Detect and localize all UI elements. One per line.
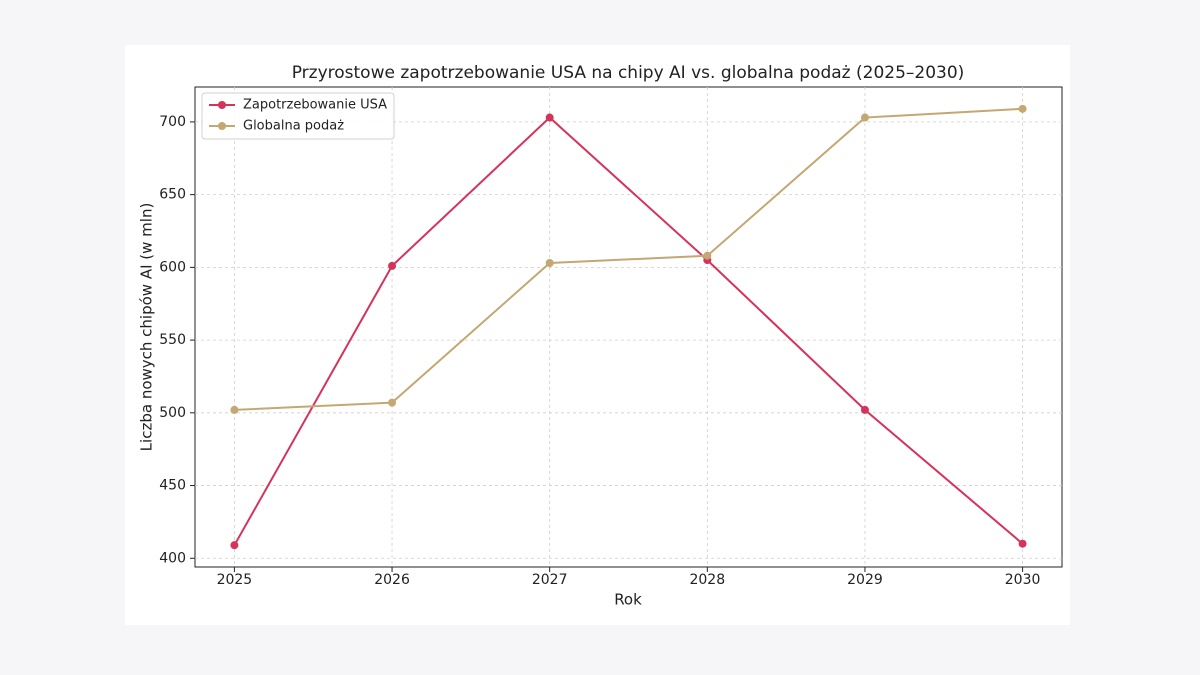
data-point — [230, 541, 239, 550]
series-line — [234, 107, 1023, 411]
y-tick-label: 450 — [159, 478, 186, 494]
data-point — [388, 261, 397, 270]
data-point — [545, 113, 554, 122]
data-point — [1018, 104, 1027, 113]
legend-marker — [218, 101, 226, 109]
plot-frame — [194, 86, 1063, 568]
data-point — [860, 113, 869, 122]
chart-title: Przyrostowe zapotrzebowanie USA na chipy… — [292, 63, 965, 83]
data-point — [860, 405, 869, 414]
x-tick-label: 2028 — [689, 572, 725, 588]
data-point — [388, 398, 397, 407]
data-point — [1018, 539, 1027, 548]
y-axis-label: Liczba nowych chipów AI (w mln) — [138, 203, 156, 452]
x-tick-label: 2026 — [374, 572, 410, 588]
chart-background — [125, 45, 1070, 625]
x-tick-label: 2029 — [847, 572, 883, 588]
y-tick-label: 500 — [159, 405, 186, 421]
y-tick-label: 550 — [159, 332, 186, 348]
y-tick-label: 700 — [159, 114, 186, 130]
y-tick-label: 600 — [159, 259, 186, 275]
data-point — [545, 259, 554, 267]
legend-label: Zapotrzebowanie USA — [243, 98, 387, 113]
series-line — [233, 116, 1024, 546]
x-axis-label: Rok — [614, 591, 642, 609]
x-tick-label: 2030 — [1005, 572, 1041, 588]
y-tick-label: 400 — [159, 550, 186, 566]
legend-label: Globalna podaż — [243, 119, 344, 134]
data-point — [230, 405, 239, 414]
x-tick-label: 2027 — [532, 572, 568, 588]
y-tick-label: 650 — [159, 187, 186, 203]
data-point — [703, 251, 712, 260]
legend-box — [201, 92, 395, 140]
x-tick-label: 2025 — [217, 572, 253, 588]
legend-marker — [218, 122, 226, 130]
